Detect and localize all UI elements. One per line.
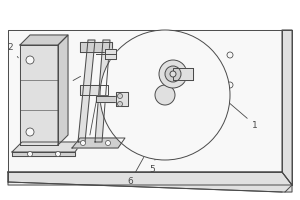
Text: 6: 6 — [127, 157, 144, 186]
Circle shape — [100, 30, 230, 160]
Polygon shape — [105, 49, 116, 59]
Circle shape — [172, 82, 178, 88]
Circle shape — [56, 152, 61, 156]
Circle shape — [26, 128, 34, 136]
Text: 5: 5 — [149, 128, 164, 174]
Polygon shape — [80, 85, 108, 95]
Text: 1: 1 — [222, 97, 258, 130]
Polygon shape — [72, 138, 125, 148]
Polygon shape — [8, 172, 292, 185]
Text: 7: 7 — [133, 98, 175, 108]
Polygon shape — [80, 42, 112, 52]
Polygon shape — [78, 40, 95, 142]
Circle shape — [155, 85, 175, 105]
Polygon shape — [8, 30, 282, 172]
Circle shape — [118, 94, 122, 98]
Polygon shape — [12, 152, 75, 156]
Polygon shape — [116, 92, 128, 106]
Circle shape — [165, 66, 181, 82]
Polygon shape — [20, 45, 58, 145]
Text: 2: 2 — [7, 43, 18, 58]
Circle shape — [118, 102, 122, 106]
Circle shape — [227, 82, 233, 88]
Polygon shape — [282, 30, 292, 185]
Circle shape — [159, 60, 187, 88]
Circle shape — [28, 152, 32, 156]
Polygon shape — [173, 68, 193, 80]
Circle shape — [172, 52, 178, 58]
Text: 10: 10 — [82, 58, 104, 150]
Polygon shape — [96, 96, 120, 102]
Polygon shape — [8, 172, 292, 192]
Polygon shape — [58, 35, 68, 145]
Polygon shape — [20, 35, 68, 45]
Polygon shape — [12, 142, 82, 152]
Circle shape — [106, 140, 110, 146]
Polygon shape — [95, 40, 110, 142]
Circle shape — [80, 140, 86, 146]
Circle shape — [26, 56, 34, 64]
Circle shape — [170, 71, 176, 77]
Text: 3: 3 — [62, 76, 81, 90]
Circle shape — [227, 52, 233, 58]
